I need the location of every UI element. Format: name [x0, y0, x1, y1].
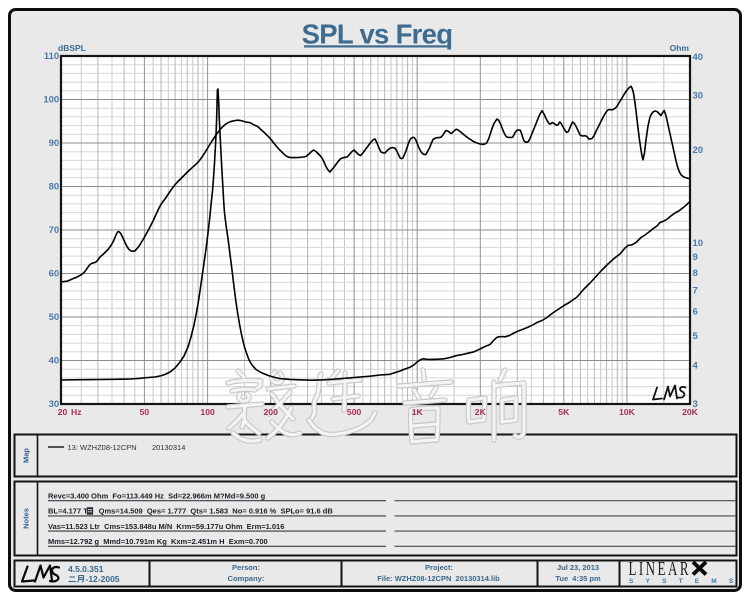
- svg-text:20K: 20K: [682, 407, 699, 417]
- svg-text:30: 30: [693, 91, 704, 102]
- svg-text:20: 20: [58, 407, 68, 417]
- svg-text:80: 80: [49, 182, 60, 193]
- svg-text:BL=4.177 T: BL=4.177 T: [48, 507, 88, 516]
- svg-text:110: 110: [44, 51, 59, 62]
- svg-text:40: 40: [693, 52, 704, 63]
- svg-text:100: 100: [43, 95, 59, 106]
- svg-text:10K: 10K: [619, 407, 636, 417]
- svg-text:5: 5: [693, 331, 699, 342]
- svg-text:70: 70: [49, 225, 60, 236]
- svg-text:50: 50: [140, 407, 150, 417]
- svg-text:SPL vs Freq: SPL vs Freq: [302, 19, 453, 50]
- svg-text:Person:: Person:: [232, 563, 260, 572]
- svg-text:Notes: Notes: [22, 508, 31, 529]
- svg-text:4: 4: [693, 361, 699, 372]
- svg-text:Qms=14.509 Qes= 1.777 Qts= 1: Qms=14.509 Qes= 1.777 Qts= 1.583 No= 0.9…: [95, 507, 334, 516]
- svg-text:13: WZHZ08-12CPN: 13: WZHZ08-12CPN: [68, 443, 137, 452]
- svg-text:10: 10: [693, 238, 704, 249]
- svg-text:LINEAR: LINEAR: [629, 557, 691, 580]
- svg-text:90: 90: [49, 138, 60, 149]
- svg-text:4.5.0.351: 4.5.0.351: [68, 564, 104, 574]
- svg-text:File: WZHZ08-12CPN 20130314.l: File: WZHZ08-12CPN 20130314.lib: [377, 574, 500, 583]
- svg-text:1K: 1K: [412, 407, 424, 417]
- svg-text:-12-2005: -12-2005: [86, 574, 120, 584]
- svg-text:Ohm: Ohm: [670, 43, 690, 53]
- svg-text:60: 60: [49, 269, 60, 280]
- svg-text:20: 20: [693, 145, 704, 156]
- svg-text:7: 7: [693, 286, 698, 297]
- svg-text:SYSTEMS: SYSTEMS: [629, 578, 745, 585]
- svg-text:Jul 23, 2013: Jul 23, 2013: [557, 563, 599, 572]
- svg-text:30: 30: [49, 399, 60, 410]
- svg-text:6: 6: [693, 306, 698, 317]
- svg-text:2K: 2K: [475, 407, 487, 417]
- svg-text:dBSPL: dBSPL: [58, 43, 86, 53]
- svg-text:3: 3: [693, 399, 698, 410]
- svg-text:20130314: 20130314: [152, 443, 185, 452]
- svg-text:200: 200: [264, 407, 279, 417]
- svg-text:Project:: Project:: [425, 563, 453, 572]
- svg-text:5K: 5K: [558, 407, 570, 417]
- svg-text:Map: Map: [22, 448, 31, 463]
- svg-text:500: 500: [347, 407, 362, 417]
- svg-text:Company:: Company:: [228, 574, 265, 583]
- svg-text:50: 50: [49, 312, 60, 323]
- svg-text:Vas=11.523 Ltr Cms=153.848u M: Vas=11.523 Ltr Cms=153.848u M/N Krm=59.1…: [48, 522, 284, 531]
- svg-text:Tue 4:35 pm: Tue 4:35 pm: [555, 574, 601, 583]
- svg-text:Revc=3.400 Ohm Fo=113.449 Hz: Revc=3.400 Ohm Fo=113.449 Hz Sd=22.966m …: [48, 492, 266, 501]
- svg-text:Hz: Hz: [71, 407, 82, 417]
- svg-text:100: 100: [200, 407, 215, 417]
- svg-text:9: 9: [693, 252, 698, 263]
- svg-text:Mms=12.792 g Mmd=10.791m Kg: Mms=12.792 g Mmd=10.791m Kg Kxm=2.451m H…: [48, 537, 268, 546]
- svg-text:8: 8: [693, 268, 698, 279]
- svg-text:40: 40: [49, 356, 60, 367]
